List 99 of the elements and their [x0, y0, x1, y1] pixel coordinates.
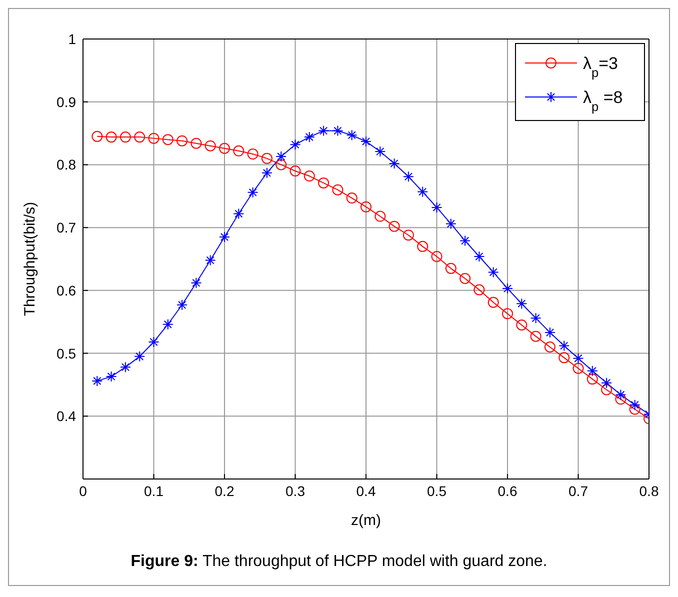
point: [544, 327, 556, 338]
point: [276, 159, 287, 170]
point: [586, 374, 598, 385]
point: [402, 171, 414, 182]
point: [290, 139, 301, 150]
point: [402, 230, 414, 241]
point: [332, 125, 344, 136]
point: [516, 320, 528, 330]
point: [233, 208, 244, 220]
x-tick-label: 0.8: [639, 482, 659, 499]
point: [374, 146, 386, 158]
point: [601, 377, 612, 388]
point: [233, 145, 244, 156]
point: [318, 125, 330, 136]
point: [148, 132, 160, 144]
point: [601, 384, 612, 396]
point: [417, 186, 428, 198]
point: [360, 136, 372, 147]
point: [134, 132, 146, 143]
x-tick-label: 0.6: [498, 482, 518, 499]
point: [346, 130, 358, 141]
point: [615, 394, 626, 405]
point: [558, 340, 570, 352]
point: [530, 312, 542, 324]
legend-label: λ$_{p}$=3: [583, 54, 618, 80]
point: [417, 240, 428, 252]
point: [558, 352, 570, 364]
point: [247, 148, 258, 160]
point: [586, 365, 598, 376]
point: [204, 254, 216, 266]
point: [388, 220, 400, 232]
point: [120, 132, 131, 143]
point: [374, 210, 386, 222]
point: [134, 350, 146, 362]
point: [629, 404, 640, 415]
y-tick-label: 0.8: [56, 156, 76, 173]
point: [304, 170, 315, 182]
point: [360, 201, 372, 212]
y-tick-label: 0.5: [56, 345, 76, 362]
legend-label: λ$_{p}$ =8: [583, 88, 623, 114]
point: [445, 218, 456, 230]
point: [219, 142, 230, 154]
x-tick-label: 0.7: [568, 482, 588, 499]
y-tick-label: 0.7: [56, 220, 76, 236]
x-tick-label: 0.2: [214, 482, 234, 499]
point: [516, 298, 528, 310]
point: [190, 277, 202, 288]
point: [615, 389, 626, 400]
point: [388, 158, 400, 169]
point: [502, 283, 513, 294]
point: [488, 266, 499, 278]
point: [544, 342, 556, 352]
point: [204, 140, 216, 152]
x-tick-label: 0.4: [356, 482, 376, 499]
point: [106, 371, 117, 382]
x-tick-label: 0: [79, 482, 88, 499]
point: [460, 272, 471, 284]
x-tick-label: 0.1: [144, 482, 164, 499]
x-axis-title: z(m): [351, 512, 381, 529]
point: [460, 235, 471, 246]
point: [474, 250, 485, 262]
caption: Figure 9: The throughput of HCPP model with guard zone.: [130, 553, 548, 571]
point: [346, 192, 358, 204]
y-tick-label: 0.6: [56, 282, 76, 298]
point: [629, 399, 640, 410]
point: [162, 134, 174, 146]
point: [488, 296, 499, 308]
point: [474, 284, 485, 296]
point: [219, 232, 230, 242]
point: [530, 330, 542, 342]
point: [431, 250, 442, 262]
point: [176, 299, 188, 310]
y-tick-label: 0.4: [56, 408, 76, 424]
point: [120, 362, 131, 373]
point: [92, 375, 103, 386]
x-tick-label: 0.5: [427, 482, 447, 499]
point: [148, 336, 160, 348]
point: [247, 186, 258, 198]
point: [431, 202, 442, 213]
point: [332, 184, 344, 196]
point: [106, 132, 117, 143]
point: [445, 262, 456, 274]
point: [276, 151, 287, 162]
point: [572, 362, 584, 374]
y-tick-label: 1: [68, 30, 76, 47]
point: [162, 318, 174, 330]
point: [176, 135, 188, 146]
point: [304, 132, 315, 143]
y-tick-label: 0.9: [56, 94, 76, 110]
point: [190, 138, 202, 149]
x-tick-label: 0.3: [286, 482, 306, 499]
point: [261, 152, 272, 164]
point: [261, 167, 272, 178]
point: [572, 352, 584, 364]
point: [92, 130, 103, 142]
point: [318, 177, 330, 188]
y-axis-title: Throughput(bit/s): [21, 202, 38, 316]
point: [502, 308, 513, 320]
point: [290, 166, 301, 176]
